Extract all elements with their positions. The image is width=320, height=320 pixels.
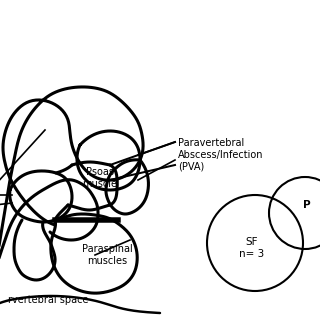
Text: P: P: [303, 200, 311, 210]
Text: rvertebral space: rvertebral space: [8, 295, 89, 305]
Text: Paravertebral
Abscess/Infection
(PVA): Paravertebral Abscess/Infection (PVA): [178, 138, 263, 171]
Text: Paraspinal
muscles: Paraspinal muscles: [82, 244, 132, 266]
Text: SF
n= 3: SF n= 3: [239, 237, 265, 259]
Text: Psoas
muscle: Psoas muscle: [83, 167, 117, 189]
